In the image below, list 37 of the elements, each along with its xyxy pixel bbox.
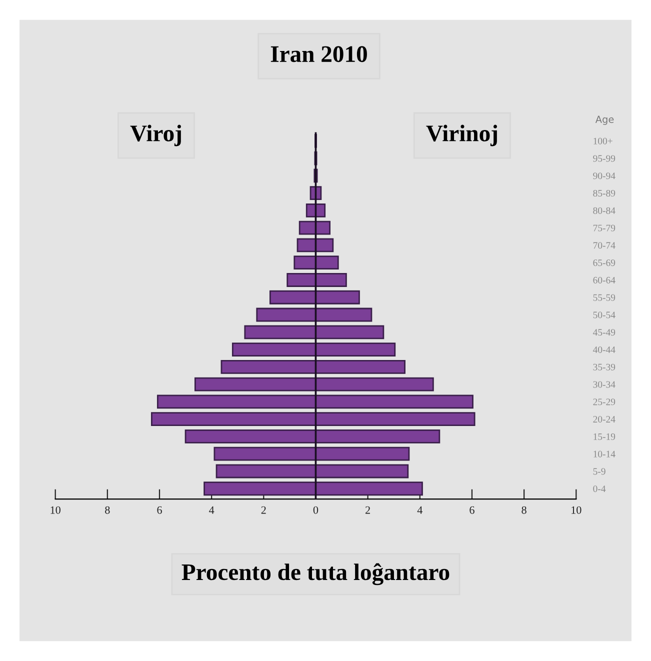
y-tick-label: 55-59 — [593, 294, 616, 301]
x-tick-label: 8 — [522, 506, 526, 514]
y-tick-label: 100+ — [594, 138, 612, 144]
y-tick-label: 85-89 — [593, 190, 616, 197]
x-tick-label: 10 — [50, 506, 60, 514]
y-axis-title: Age — [595, 116, 614, 125]
y-tick-label: 60-64 — [593, 276, 616, 284]
y-tick-label: 5-9 — [593, 468, 606, 475]
y-tick-label: 15-19 — [594, 433, 616, 440]
x-tick-label: 8 — [105, 506, 110, 514]
x-tick-label: 2 — [366, 506, 370, 514]
y-tick-label: 35-39 — [593, 364, 616, 370]
chart-title: Iran 2010 — [270, 46, 367, 62]
y-tick-label: 65-69 — [593, 260, 616, 266]
y-tick-label: 80-84 — [593, 207, 616, 214]
y-tick-label: 40-44 — [592, 346, 616, 353]
y-tick-label: 30-34 — [593, 381, 616, 388]
y-tick-label: 25-29 — [593, 398, 616, 406]
y-tick-label: 10-14 — [594, 450, 616, 458]
x-tick-label: 4 — [209, 506, 214, 514]
y-tick-label: 75-79 — [593, 224, 616, 232]
x-tick-label: 10 — [572, 506, 582, 514]
x-axis-title: Procento de tuta loĝantaro — [182, 563, 450, 586]
x-tick-label: 2 — [261, 506, 266, 514]
annotation: Viroj — [130, 124, 181, 146]
x-tick-label: 4 — [417, 506, 422, 514]
x-tick-label: 6 — [157, 506, 162, 514]
y-tick-label: 0-4 — [593, 486, 606, 492]
y-tick-label: 90-94 — [593, 172, 616, 180]
y-tick-label: 20-24 — [593, 416, 616, 423]
annotation: Virinoj — [426, 124, 498, 146]
x-tick-label: 6 — [470, 506, 474, 514]
x-tick-label: 0 — [313, 506, 318, 514]
y-tick-label: 70-74 — [593, 242, 616, 249]
y-tick-label: 50-54 — [593, 312, 616, 318]
y-tick-label: 45-49 — [592, 329, 616, 336]
y-tick-label: 95-99 — [593, 155, 616, 162]
